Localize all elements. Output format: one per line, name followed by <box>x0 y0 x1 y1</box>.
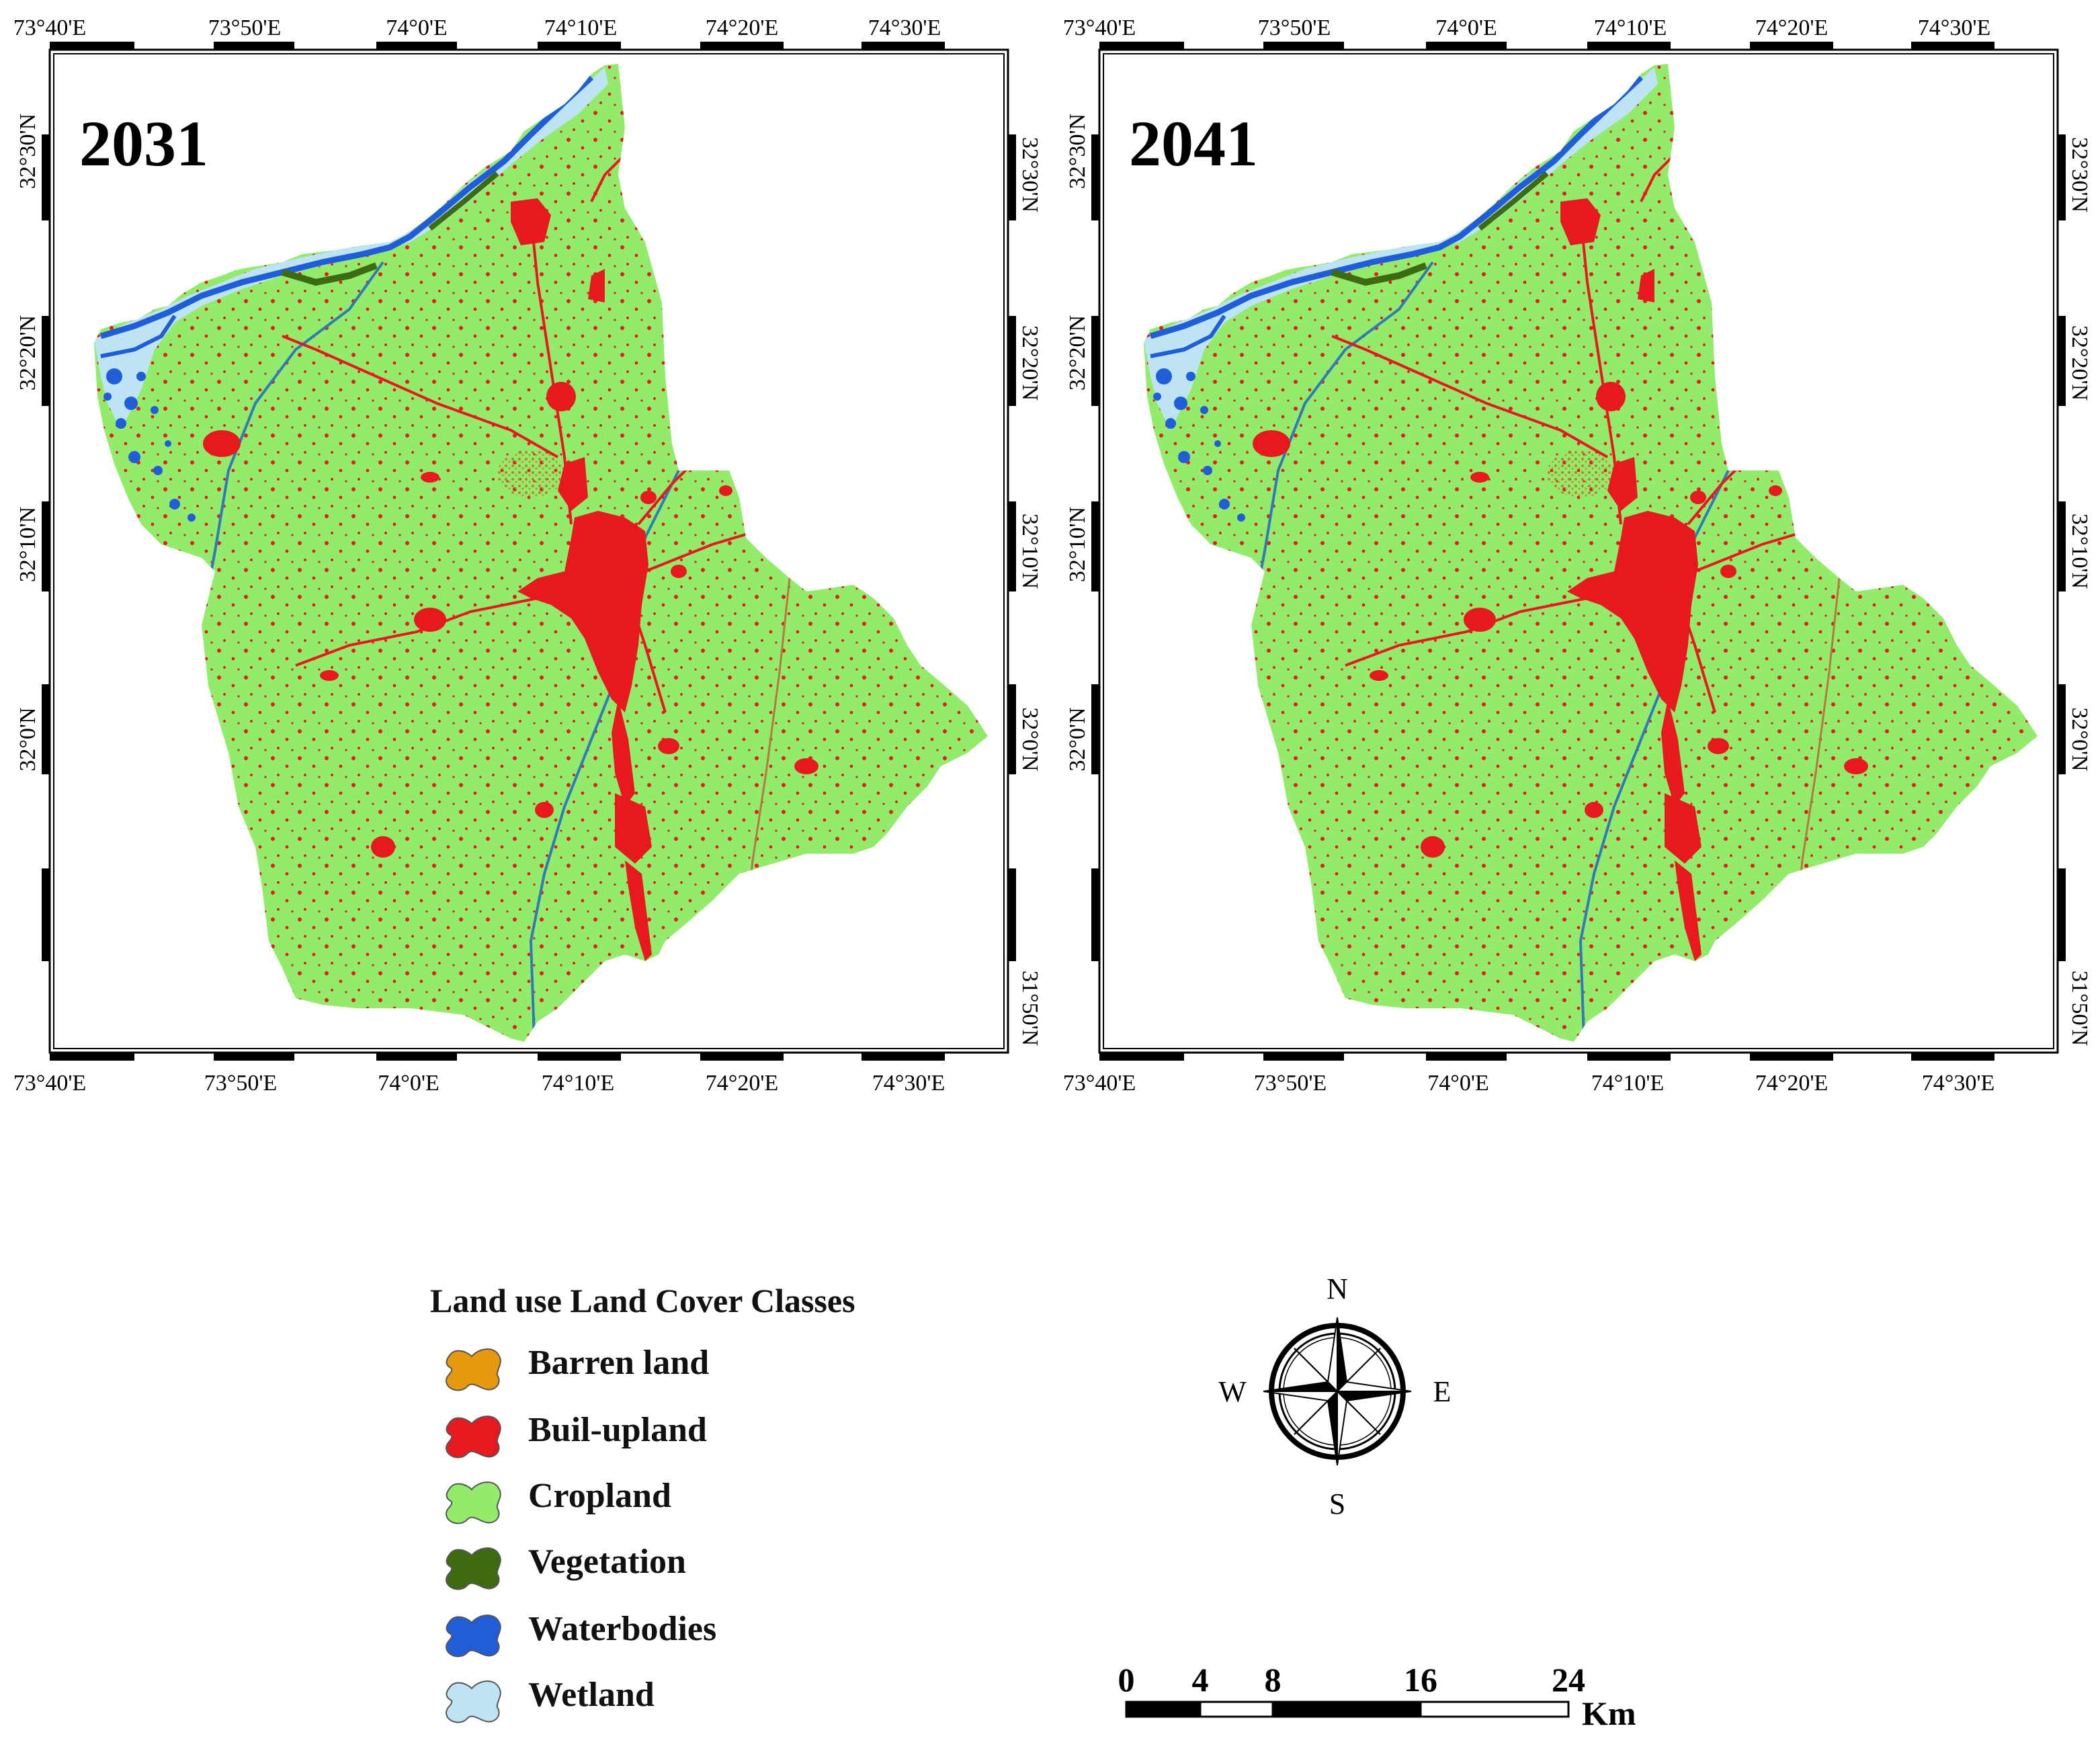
legend-label: Barren land <box>528 1344 710 1382</box>
lon-label: 74°30'E <box>872 1071 946 1096</box>
top-longitude-labels: 73°40'E 73°50'E 74°0'E 74°10'E 74°20'E 7… <box>1063 15 1991 40</box>
compass-rose-icon: N S W E <box>1218 1272 1452 1519</box>
vegetation-swatch-icon <box>445 1547 501 1590</box>
scale-tick-label: 4 <box>1192 1661 1209 1699</box>
lon-label: 73°50'E <box>204 1071 278 1096</box>
lon-label: 73°40'E <box>13 15 87 40</box>
lat-label: 32°10'N <box>1065 507 1090 582</box>
scale-bar: 0 4 8 16 24 Km <box>1118 1661 1636 1732</box>
lon-label: 74°10'E <box>1591 1071 1665 1096</box>
top-longitude-labels: 73°40'E 73°50'E 74°0'E 74°10'E 74°20'E 7… <box>13 15 941 40</box>
lon-label: 74°0'E <box>386 15 448 40</box>
cropland-swatch-icon <box>445 1481 501 1524</box>
lat-label: 31°50'N <box>2067 971 2092 1046</box>
scale-tick-label: 0 <box>1118 1661 1135 1699</box>
lat-label: 32°20'N <box>1017 325 1042 401</box>
right-latitude-labels: 32°30'N 32°20'N 32°10'N 32°0'N 31°50'N <box>2067 137 2092 1046</box>
compass-n-label: N <box>1327 1272 1348 1305</box>
left-latitude-labels: 32°30'N 32°20'N 32°10'N 32°0'N <box>1065 114 1090 772</box>
lon-label: 74°10'E <box>544 15 618 40</box>
compass-s-label: S <box>1329 1487 1345 1519</box>
lon-label: 74°30'E <box>1922 1071 1995 1096</box>
legend-title: Land use Land Cover Classes <box>430 1282 855 1319</box>
wetland-swatch-icon <box>445 1680 501 1723</box>
lat-label: 32°20'N <box>15 315 40 391</box>
lat-label: 32°0'N <box>15 707 40 771</box>
lat-label: 32°30'N <box>15 114 40 189</box>
scale-tick-label: 8 <box>1265 1661 1282 1699</box>
lon-label: 74°20'E <box>1755 1071 1829 1096</box>
graticule-bars <box>42 42 1016 1061</box>
lat-label: 32°20'N <box>1065 315 1090 391</box>
lat-label: 32°0'N <box>1065 707 1090 771</box>
compass-e-label: E <box>1433 1375 1452 1408</box>
lon-label: 73°40'E <box>1063 15 1136 40</box>
map-panel-2031: 2031 73°40'E 73°50'E 74°0'E 74°10'E 74°2… <box>13 15 1042 1096</box>
lat-label: 32°30'N <box>1017 137 1042 212</box>
lon-label: 74°30'E <box>1918 15 1991 40</box>
lon-label: 73°40'E <box>1063 1071 1136 1096</box>
scale-tick-label: 16 <box>1404 1661 1437 1699</box>
lon-label: 74°30'E <box>868 15 941 40</box>
lon-label: 74°10'E <box>542 1071 615 1096</box>
legend-label: Cropland <box>528 1477 671 1515</box>
scale-unit-label: Km <box>1582 1694 1636 1732</box>
map-year-label: 2041 <box>1129 108 1258 179</box>
legend-label: Buil-upland <box>528 1411 707 1449</box>
lulc-maps-figure: 2031 73°40'E 73°50'E 74°0'E 74°10'E 74°2… <box>13 15 2092 1096</box>
lon-label: 74°0'E <box>378 1071 439 1096</box>
lon-label: 74°0'E <box>1427 1071 1489 1096</box>
bottom-longitude-labels: 73°40'E 73°50'E 74°0'E 74°10'E 74°20'E 7… <box>1063 1071 1995 1096</box>
lon-label: 74°0'E <box>1435 15 1497 40</box>
left-latitude-labels: 32°30'N 32°20'N 32°10'N 32°0'N <box>15 114 40 772</box>
lat-label: 32°20'N <box>2067 325 2092 401</box>
lon-label: 74°20'E <box>706 1071 779 1096</box>
graticule-bars <box>1091 42 2066 1061</box>
legend-label: Waterbodies <box>528 1610 717 1648</box>
lat-label: 32°10'N <box>2067 514 2092 589</box>
bottom-longitude-labels: 73°40'E 73°50'E 74°0'E 74°10'E 74°20'E 7… <box>13 1071 946 1096</box>
lon-label: 73°50'E <box>1258 15 1331 40</box>
lon-label: 74°20'E <box>1755 15 1829 40</box>
lon-label: 74°10'E <box>1594 15 1667 40</box>
lat-label: 32°30'N <box>1065 114 1090 189</box>
built-up-land-swatch-icon <box>445 1416 501 1459</box>
lon-label: 73°50'E <box>208 15 282 40</box>
scale-tick-label: 24 <box>1552 1661 1585 1699</box>
barren-land-swatch-icon <box>445 1348 501 1391</box>
lat-label: 31°50'N <box>1017 971 1042 1046</box>
right-latitude-labels: 32°30'N 32°20'N 32°10'N 32°0'N 31°50'N <box>1017 137 1042 1046</box>
lon-label: 73°40'E <box>13 1071 87 1096</box>
lon-label: 74°20'E <box>706 15 779 40</box>
lat-label: 32°10'N <box>1017 514 1042 589</box>
lat-label: 32°0'N <box>1017 707 1042 771</box>
lat-label: 32°10'N <box>15 507 40 582</box>
legend-label: Wetland <box>528 1676 655 1714</box>
legend-label: Vegetation <box>528 1543 686 1581</box>
lat-label: 32°0'N <box>2067 707 2092 771</box>
lat-label: 32°30'N <box>2067 137 2092 212</box>
waterbodies-swatch-icon <box>445 1615 501 1658</box>
compass-w-label: W <box>1218 1375 1247 1408</box>
lon-label: 73°50'E <box>1254 1071 1327 1096</box>
map-panel-2041: 2041 73°40'E 73°50'E 74°0'E 74°10'E 74°2… <box>1063 15 2092 1096</box>
map-year-label: 2031 <box>79 108 208 179</box>
